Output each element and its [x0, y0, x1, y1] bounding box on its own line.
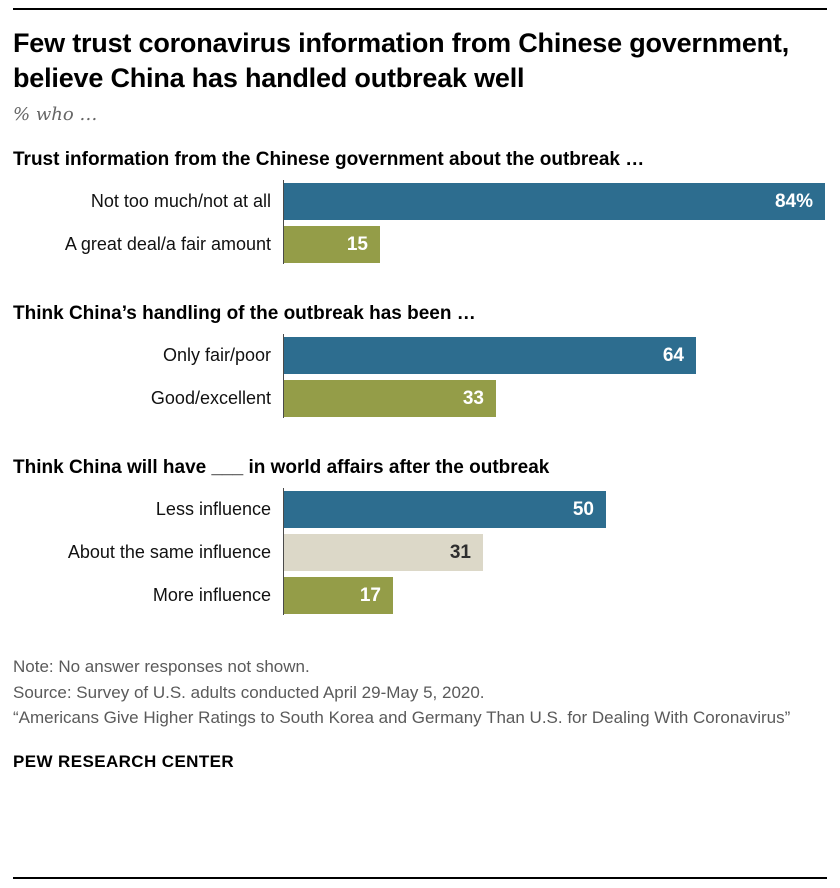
value-label: 84% [774, 190, 813, 212]
bar-great-deal: 15 [283, 226, 380, 264]
bar-only-fair-poor: 64 [283, 337, 696, 375]
section-title-influence: Think China will have ___ in world affai… [13, 457, 550, 479]
chart-section-trust: Trust information from the Chinese gover… [13, 149, 827, 265]
bar-row: A great deal/a fair amount 15 [13, 226, 827, 264]
source-text: Source: Survey of U.S. adults conducted … [13, 682, 485, 702]
value-label: 64 [662, 344, 684, 366]
category-label: About the same influence [67, 542, 271, 563]
chart-section-influence: Think China will have ___ in world affai… [13, 457, 827, 616]
bar-not-too-much: 84% [283, 183, 825, 221]
chart-title: Few trust coronavirus information from C… [13, 28, 790, 94]
bar-row: Less influence 50 [13, 491, 827, 529]
bar-row: Only fair/poor 64 [13, 337, 827, 375]
category-label: More influence [152, 585, 271, 606]
bar-rows-trust: Not too much/not at all 84% A great deal… [13, 180, 827, 265]
bar-less-influence: 50 [283, 491, 606, 529]
note-text: Note: No answer responses not shown. [13, 657, 310, 677]
bar-more-influence: 17 [283, 577, 393, 615]
bar-rows-influence: Less influence 50 About the same influen… [13, 488, 827, 616]
bar-row: More influence 17 [13, 577, 827, 615]
pew-research-center-wordmark: PEW RESEARCH CENTER [13, 751, 235, 771]
category-label: A great deal/a fair amount [64, 234, 271, 255]
category-label: Not too much/not at all [90, 191, 271, 212]
section-title-handling: Think China’s handling of the outbreak h… [13, 303, 476, 325]
footer: Note: No answer responses not shown. Sou… [13, 654, 827, 774]
bar-row: About the same influence 31 [13, 534, 827, 572]
category-label: Good/excellent [150, 388, 271, 409]
axis-line [283, 180, 284, 265]
category-label: Less influence [155, 499, 271, 520]
axis-line [283, 334, 284, 419]
report-title-text: “Americans Give Higher Ratings to South … [13, 708, 791, 728]
chart-section-handling: Think China’s handling of the outbreak h… [13, 303, 827, 419]
category-label: Only fair/poor [162, 345, 271, 366]
axis-line [283, 488, 284, 616]
top-rule [13, 8, 827, 10]
value-label: 50 [572, 498, 594, 520]
chart-subtitle: % who … [13, 104, 98, 126]
bar-rows-handling: Only fair/poor 64 Good/excellent 33 [13, 334, 827, 419]
bar-row: Good/excellent 33 [13, 380, 827, 418]
value-label: 15 [346, 233, 368, 255]
bar-same-influence: 31 [283, 534, 483, 572]
section-title-trust: Trust information from the Chinese gover… [13, 149, 645, 171]
bottom-rule [13, 877, 827, 879]
value-label: 17 [359, 584, 381, 606]
value-label: 33 [462, 387, 484, 409]
bar-good-excellent: 33 [283, 380, 496, 418]
value-label: 31 [449, 541, 471, 563]
bar-row: Not too much/not at all 84% [13, 183, 827, 221]
